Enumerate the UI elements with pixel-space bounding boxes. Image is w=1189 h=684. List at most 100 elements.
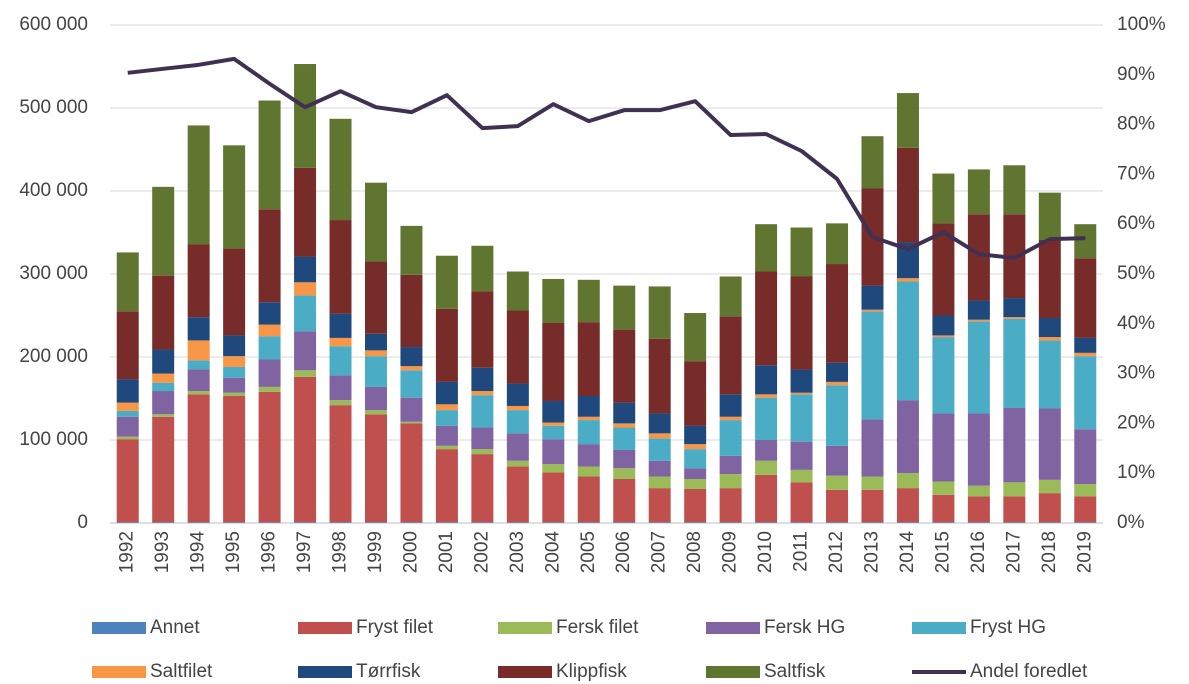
bar-segment [684,488,707,523]
bar-segment [684,313,707,362]
line-series [127,56,1086,261]
bar-segment [364,522,387,523]
bar-segment [294,295,317,332]
bar-segment [400,225,423,275]
bar-segment [684,444,707,450]
bar-segment [932,522,955,523]
bar-segment [294,64,317,168]
bar-segment [116,439,139,523]
bar-segment [294,522,317,523]
bar-segment [648,488,671,523]
bar-segment [329,400,352,406]
bar-segment [613,479,636,523]
bar-segment [400,366,423,371]
bar-segment [329,220,352,314]
legend-swatch [298,622,352,634]
bar-segment [435,522,458,523]
bar-segment [1038,340,1061,409]
bar-segment [932,173,955,224]
bar-segment [577,279,600,323]
legend-swatch [912,622,966,634]
bar-segment [861,311,884,420]
bar-segment [187,244,210,318]
y-tick-label: 300 000 [19,263,88,284]
bar-segment [613,449,636,469]
bar-segment [258,209,281,303]
bar-segment [826,522,849,523]
bar-segment [152,186,175,276]
bar-segment [506,410,529,434]
bar-segment [932,223,955,316]
x-tick-label: 2014 [897,531,918,574]
x-tick-label: 2007 [649,531,670,573]
bar-segment [932,337,955,414]
bar-segment [1003,482,1026,497]
y2-tick-label: 70% [1117,163,1155,184]
y2-tick-label: 100% [1117,14,1166,35]
bar-segment [116,410,139,417]
x-tick-label: 2001 [436,531,457,573]
bar-segment [1003,496,1026,523]
x-tick-label: 1997 [294,531,315,573]
bar-segment [400,370,423,398]
x-tick-label: 2002 [471,531,492,573]
bar-segment [577,416,600,421]
bar-segment [826,362,849,382]
bar-segment [896,147,919,243]
bar-segment [187,317,210,341]
bar-segment [294,331,317,371]
bar-segment [932,335,955,338]
bar-segment [506,271,529,311]
bar-segment [542,522,565,523]
x-tick-label: 2016 [968,531,989,573]
bar-segment [861,285,884,310]
bar-segment [435,308,458,382]
bar-segment [896,278,919,282]
bar-segment [223,377,246,393]
bar-segment [187,522,210,523]
bar-segment [116,522,139,523]
bar-segment [1038,408,1061,480]
bar-segment [506,310,529,384]
bar-segment [1038,479,1061,494]
bar-segment [648,338,671,414]
bar-segment [577,476,600,523]
legend-swatch [706,622,760,634]
bar-segment [116,416,139,437]
bar-segment [435,255,458,309]
bar-segment [861,489,884,523]
bar-segment [896,473,919,489]
bar-segment [542,400,565,423]
bar-segment [187,394,210,523]
bar-segment [364,261,387,334]
bar-segment [719,455,742,475]
bar-segment [258,336,281,360]
bar-segment [258,100,281,210]
bar-segment [1074,258,1097,338]
y-tick-label: 0 [77,512,88,533]
bar-segment [400,421,423,424]
bar-segment [755,440,778,461]
x-tick-label: 2018 [1039,531,1060,573]
bar-segment [648,460,671,477]
bar-segment [719,416,742,421]
bar-segment [223,248,246,336]
x-tick-label: 2013 [861,531,882,573]
bar-segment [684,425,707,445]
bar-segment [755,522,778,523]
bar-segment [577,396,600,417]
legend-swatch [298,666,352,678]
bar-segment [613,468,636,480]
bar-segment [719,522,742,523]
bar-segment [1074,496,1097,523]
bar-segment [506,466,529,523]
bar-segment [471,427,494,450]
bar-segment [364,182,387,262]
bar-segment [826,385,849,446]
bar-segment [755,460,778,475]
bar-segment [790,276,813,370]
legend-swatch [706,666,760,678]
bar-segment [896,488,919,523]
bar-segment [577,522,600,523]
y2-tick-label: 40% [1117,313,1155,334]
